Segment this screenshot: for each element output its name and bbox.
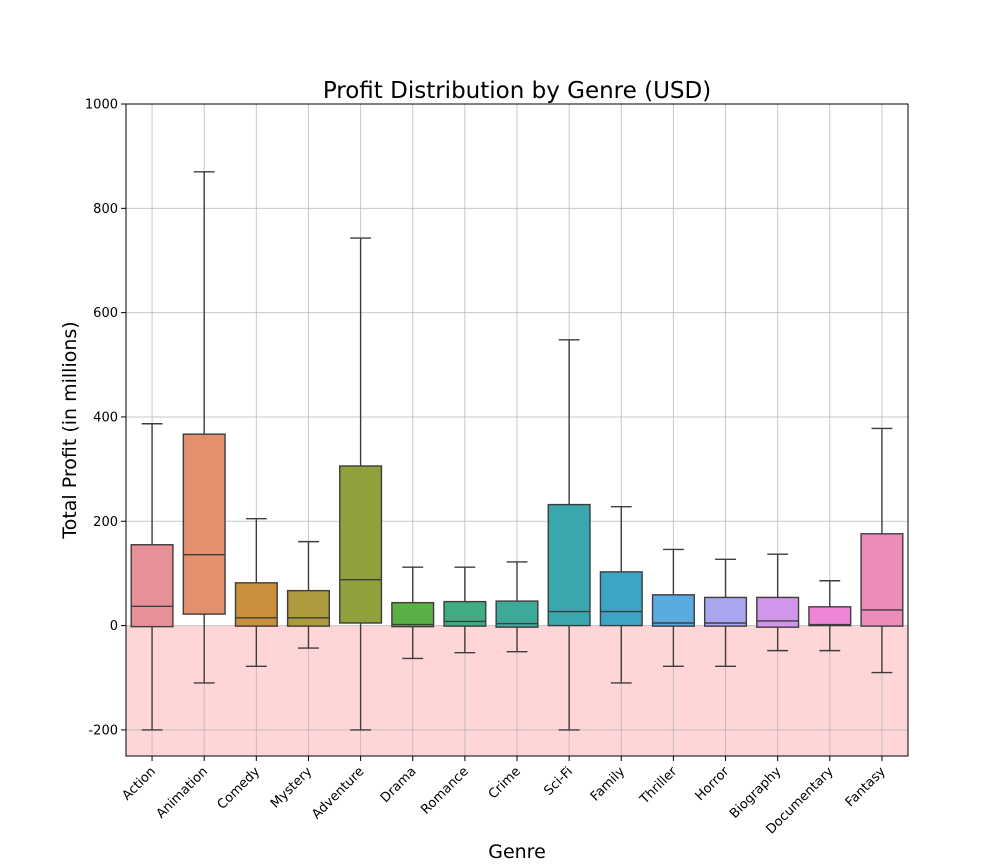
x-tick-label: Crime <box>486 764 524 802</box>
y-axis-ticks: -200 0 200 400 600 800 1000 <box>85 98 126 738</box>
iqr-box <box>651 594 695 627</box>
x-tick-label: Animation <box>154 764 211 821</box>
box-horror <box>703 558 748 667</box>
box-drama <box>391 566 435 660</box>
x-tick-label: Romance <box>418 764 471 817</box>
box-biography <box>756 553 800 652</box>
chart-title: Profit Distribution by Genre (USD) <box>323 78 711 104</box>
x-tick-label: Fantasy <box>843 764 889 810</box>
x-tick-label: Horror <box>693 764 733 804</box>
iqr-box <box>182 433 226 615</box>
y-tick-label: 600 <box>93 306 118 321</box>
x-tick-label: Comedy <box>215 764 264 813</box>
iqr-box <box>339 465 383 624</box>
box-romance <box>443 566 487 654</box>
iqr-box <box>808 606 852 627</box>
box-animation <box>182 171 226 684</box>
box-series <box>130 171 904 731</box>
x-tick-label: Mystery <box>268 764 315 811</box>
x-tick-label: Adventure <box>309 764 367 822</box>
y-tick-label: -200 <box>88 723 118 738</box>
iqr-box <box>130 544 174 628</box>
iqr-box <box>234 582 278 627</box>
box-crime <box>495 561 539 653</box>
y-tick-label: 1000 <box>85 98 118 113</box>
y-axis-label: Total Profit (in millions) <box>59 321 81 539</box>
box-action <box>130 423 174 731</box>
iqr-box <box>547 503 591 627</box>
box-fantasy <box>860 427 904 674</box>
iqr-box <box>599 571 643 627</box>
box-family <box>599 505 643 684</box>
box-adventure <box>339 237 383 731</box>
box-mystery <box>286 540 331 649</box>
y-tick-label: 200 <box>93 515 118 530</box>
y-tick-label: 0 <box>110 619 118 634</box>
iqr-box <box>443 600 487 627</box>
box-thriller <box>651 548 695 667</box>
x-tick-label: Action <box>119 764 158 803</box>
box-documentary <box>808 580 852 652</box>
x-tick-label: Sci-Fi <box>541 764 576 799</box>
x-tick-label: Family <box>588 764 628 804</box>
x-tick-label: Drama <box>378 764 420 806</box>
iqr-box <box>703 596 748 627</box>
y-tick-label: 400 <box>93 410 118 425</box>
iqr-box <box>286 589 331 627</box>
iqr-box <box>756 596 800 628</box>
x-tick-label: Thriller <box>637 764 681 808</box>
x-axis-label: Genre <box>488 841 546 863</box>
iqr-box <box>860 533 904 627</box>
box-sci-fi <box>547 339 591 731</box>
y-tick-label: 800 <box>93 202 118 217</box>
box-comedy <box>234 517 278 667</box>
iqr-box <box>391 601 435 628</box>
